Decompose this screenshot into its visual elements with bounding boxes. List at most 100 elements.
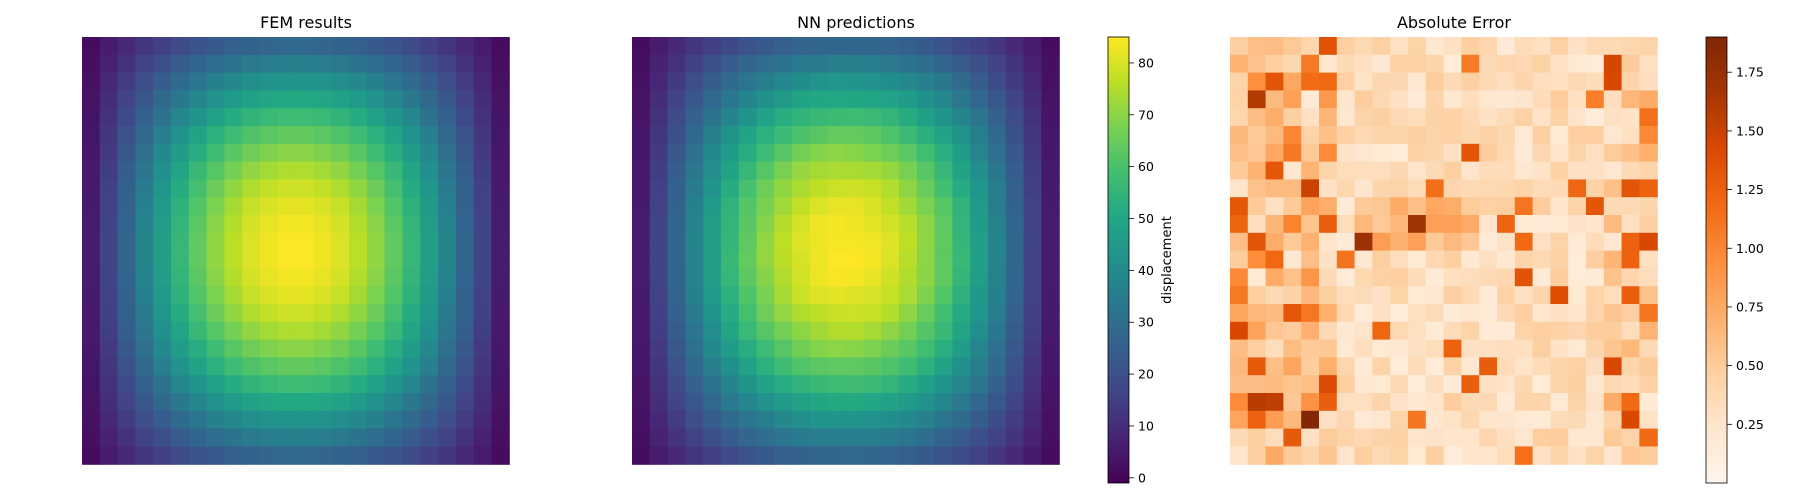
nn-heatmap-cell [738,143,758,163]
error-heatmap-cell [1408,215,1427,234]
fem-heatmap-cell [295,357,314,376]
nn-heatmap-cell [810,108,829,127]
fem-heatmap-cell [224,108,243,127]
error-heatmap-cell [1497,410,1516,430]
nn-heatmap-cell [934,393,953,412]
error-heatmap-cell [1247,339,1267,358]
nn-heatmap-cell [881,339,900,358]
nn-heatmap-cell [756,250,775,269]
nn-heatmap-cell [649,375,669,394]
fem-heatmap-cell [99,339,119,358]
nn-heatmap-cell [649,197,669,216]
error-heatmap-cell [1372,304,1391,323]
fem-heatmap-cell [153,375,172,394]
fem-heatmap-cell [455,446,475,465]
nn-heatmap-cell [970,250,989,269]
fem-heatmap-cell [117,304,136,323]
error-heatmap-cell [1354,90,1373,109]
error-heatmap-cell [1621,321,1640,341]
error-heatmap-cell [1408,197,1427,216]
fem-heatmap-cell [82,321,101,341]
fem-heatmap-cell [117,197,136,216]
fem-heatmap-cell [402,304,421,323]
nn-heatmap-cell [916,126,936,145]
fem-heatmap-cell [260,410,279,430]
error-heatmap-cell [1568,72,1587,91]
error-heatmap-cell [1301,232,1320,252]
error-heatmap-cell [1497,304,1516,323]
error-heatmap-cell [1283,446,1302,465]
nn-heatmap-cell [774,179,793,198]
fem-heatmap-cell [366,321,386,341]
fem-heatmap-cell [491,72,510,91]
fem-heatmap-cell [260,179,279,198]
fem-heatmap-cell [277,375,297,394]
error-heatmap-cell [1283,37,1302,56]
error-heatmap-cell [1461,357,1480,376]
nn-heatmap-cell [685,268,704,287]
error-heatmap-cell [1354,410,1373,430]
nn-heatmap-cell [649,72,669,91]
fem-heatmap-cell [420,126,439,145]
nn-heatmap-cell [952,197,971,216]
error-heatmap-cell [1301,268,1320,287]
fem-heatmap-cell [188,197,208,216]
error-heatmap-cell [1408,179,1427,198]
fem-heatmap-cell [366,126,386,145]
fem-heatmap-cell [171,321,190,341]
nn-heatmap-cell [988,215,1007,234]
nn-heatmap-cell [1023,90,1042,109]
error-heatmap-cell [1283,250,1302,269]
fem-heatmap-cell [402,286,421,305]
fem-heatmap-cell [295,126,314,145]
fem-heatmap-cell [277,54,297,74]
fem-heatmap-cell [99,215,119,234]
error-heatmap-cell [1514,321,1534,341]
error-heatmap-cell [1532,72,1551,91]
nn-heatmap-cell [899,161,918,180]
error-heatmap-cell [1425,108,1445,127]
nn-heatmap-cell [810,197,829,216]
error-heatmap-cell [1621,108,1640,127]
fem-heatmap-cell [473,54,492,74]
nn-heatmap-cell [1023,286,1042,305]
fem-heatmap-cell [153,321,172,341]
fem-heatmap-cell [295,54,314,74]
fem-heatmap-cell [438,161,457,180]
fem-heatmap-cell [384,126,403,145]
error-heatmap-cell [1586,72,1605,91]
fem-heatmap-cell [384,37,403,56]
nn-heatmap-cell [988,410,1007,430]
error-heatmap-cell [1497,250,1516,269]
nn-heatmap-cell [685,37,704,56]
fem-heatmap-cell [349,339,368,358]
nn-heatmap-cell [738,393,758,412]
fem-heatmap-cell [438,357,457,376]
error-heatmap-cell [1586,410,1605,430]
error-heatmap-cell [1621,375,1640,394]
fem-heatmap-cell [349,90,368,109]
nn-heatmap-cell [1023,126,1042,145]
error-heatmap-cell [1568,375,1587,394]
error-heatmap-cell [1390,321,1409,341]
error-colorbar: 0.250.500.751.001.251.501.75 [1705,36,1764,484]
fem-heatmap-cell [260,232,279,252]
error-heatmap-cell [1425,321,1445,341]
fem-heatmap-cell [117,286,136,305]
fem-heatmap-cell [99,428,119,447]
error-heatmap-cell [1319,321,1338,341]
error-heatmap-cell [1230,232,1249,252]
error-heatmap-cell [1497,126,1516,145]
fem-heatmap-cell [402,108,421,127]
nn-heatmap-cell [899,72,918,91]
nn-heatmap-cell [899,321,918,341]
nn-heatmap-cell [649,286,669,305]
nn-heatmap-cell [863,321,882,341]
error-heatmap-cell [1265,268,1284,287]
error-heatmap-cell [1247,304,1267,323]
nn-heatmap-cell [738,375,758,394]
nn-heatmap-cell [774,393,793,412]
fem-heatmap-cell [242,90,261,109]
nn-heatmap-cell [1005,161,1025,180]
nn-heatmap-cell [845,108,864,127]
